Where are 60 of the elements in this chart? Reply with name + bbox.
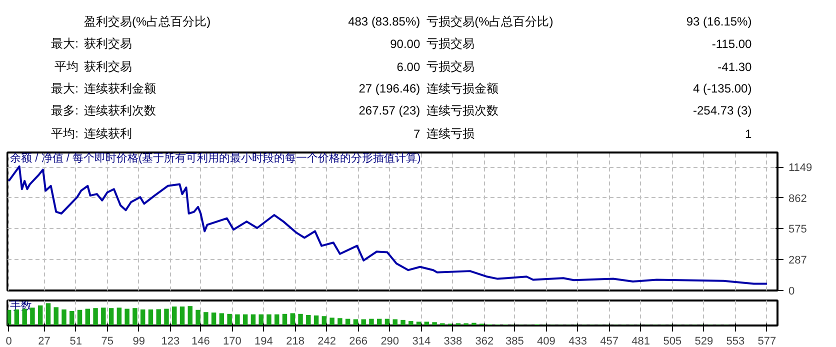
y-tick-label: 862 <box>788 192 807 205</box>
text: 平均 <box>54 60 78 74</box>
x-tick-label: 290 <box>380 336 400 347</box>
text: 连续亏损次数 <box>426 104 499 118</box>
text: 连续获利金额 <box>84 82 156 96</box>
text: 亏损交易(%占总百分比) <box>426 14 554 28</box>
text: 6.00 <box>396 60 420 74</box>
text: 93 (16.15%) <box>686 14 752 28</box>
x-tick-label: 338 <box>444 336 462 347</box>
x-tick-label: 123 <box>161 336 180 347</box>
x-tick-label: 27 <box>38 336 50 347</box>
text: 获利交易 <box>84 36 132 50</box>
x-tick-label: 99 <box>132 336 146 347</box>
x-tick-label: 194 <box>254 336 273 347</box>
text: 连续获利 <box>84 126 132 140</box>
y-tick-label: 0 <box>788 286 795 298</box>
x-tick-label: 146 <box>191 336 210 347</box>
text: 连续获利次数 <box>84 104 156 118</box>
text: 7 <box>413 127 420 141</box>
text: 27 (196.46) <box>358 82 420 96</box>
chart-title: 余额 / 净值 / 每个即时价格(基于所有可利用的最小时段的每一个价格的分形插值计算) <box>10 152 421 164</box>
y-tick-label: 575 <box>788 224 807 236</box>
y-tick-label: 287 <box>788 254 807 267</box>
text: -115.00 <box>712 37 752 51</box>
x-tick-label: 457 <box>600 336 618 347</box>
x-tick-label: 385 <box>506 336 524 347</box>
x-tick-label: 75 <box>101 336 114 347</box>
y-tick-label: 1149 <box>788 162 812 174</box>
x-tick-label: 577 <box>758 336 776 347</box>
text: 267.57 (23) <box>358 104 420 118</box>
text: 连续亏损 <box>426 126 475 140</box>
x-tick-label: 409 <box>537 336 556 347</box>
x-tick-label: 553 <box>726 336 745 347</box>
x-tick-label: 362 <box>475 336 494 347</box>
x-tick-label: 505 <box>663 336 682 347</box>
x-tick-label: 242 <box>318 336 336 347</box>
text: 获利交易 <box>84 60 132 74</box>
text: 亏损交易 <box>426 60 475 74</box>
text: 连续亏损金额 <box>426 82 499 96</box>
x-tick-label: 314 <box>412 336 431 347</box>
text: 盈利交易(%占总百分比) <box>84 14 211 28</box>
text: 最多: <box>51 104 78 118</box>
x-tick-label: 481 <box>632 336 650 347</box>
text: -41.30 <box>718 60 752 74</box>
text: 亏损交易 <box>426 36 475 50</box>
text: 90.00 <box>390 37 420 51</box>
x-tick-label: 433 <box>568 336 587 347</box>
x-tick-label: 170 <box>223 336 242 347</box>
x-tick-label: 51 <box>70 336 82 347</box>
text: 平均: <box>51 126 78 140</box>
text: 最大: <box>51 82 78 96</box>
x-tick-label: 218 <box>286 336 304 347</box>
text: 483 (83.85%) <box>348 14 420 28</box>
x-tick-label: 529 <box>694 336 714 347</box>
x-tick-label: 0 <box>6 336 12 347</box>
text: 最大: <box>51 36 78 50</box>
x-tick-label: 266 <box>349 336 368 347</box>
text: -254.73 (3) <box>693 104 752 118</box>
text: 1 <box>745 127 752 141</box>
text: 4 (-135.00) <box>693 82 752 96</box>
